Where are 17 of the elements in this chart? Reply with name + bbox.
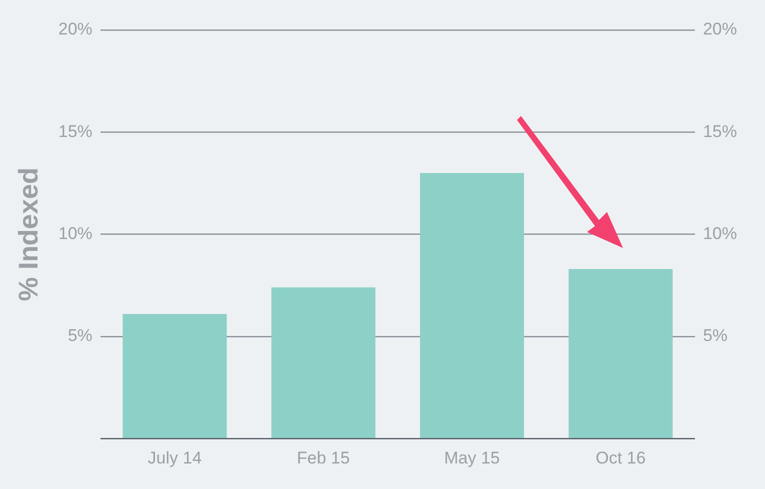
y2-tick-label: 15%: [702, 122, 738, 141]
x-tick-label: May 15: [444, 448, 500, 468]
bar: [568, 269, 673, 438]
y-tick-label: 5%: [68, 326, 92, 346]
x-tick-label: Feb 15: [296, 448, 350, 468]
bar: [420, 173, 524, 438]
x-tick-label: Oct 16: [596, 448, 646, 468]
y2-tick-label: 20%: [702, 20, 738, 39]
y2-tick-label: 5%: [702, 326, 728, 346]
x-tick-label: July 14: [148, 448, 202, 468]
y-tick-label: 15%: [58, 122, 92, 141]
y-tick-label: 10%: [58, 224, 92, 243]
bar: [271, 287, 376, 438]
y-axis-title: % Indexed: [14, 168, 44, 302]
y2-tick-label: 10%: [702, 224, 738, 243]
y-tick-label: 20%: [58, 20, 92, 39]
bar: [122, 314, 227, 438]
